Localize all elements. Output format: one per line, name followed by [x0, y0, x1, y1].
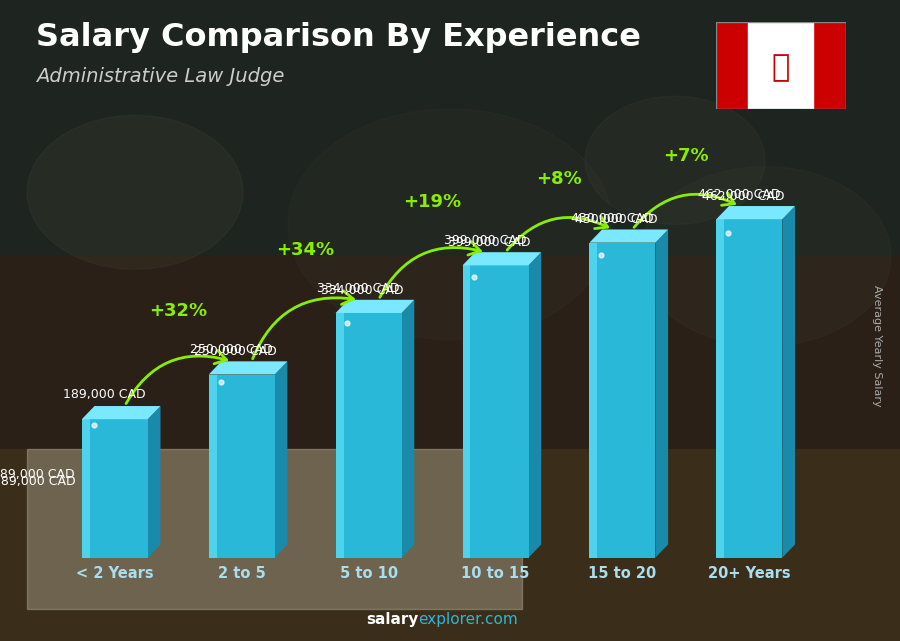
Text: +19%: +19%: [403, 193, 461, 211]
Text: 189,000 CAD: 189,000 CAD: [63, 388, 146, 401]
Text: salary: salary: [366, 612, 418, 627]
Bar: [209, 374, 274, 558]
Text: 🍁: 🍁: [771, 53, 790, 82]
Text: 462,000 CAD: 462,000 CAD: [702, 190, 784, 203]
Text: +8%: +8%: [536, 171, 581, 188]
Text: 250,000 CAD: 250,000 CAD: [190, 344, 273, 356]
Bar: [463, 265, 471, 558]
FancyArrowPatch shape: [634, 193, 734, 228]
Circle shape: [288, 109, 612, 340]
FancyArrowPatch shape: [380, 242, 481, 297]
Text: Salary Comparison By Experience: Salary Comparison By Experience: [36, 22, 641, 53]
Polygon shape: [336, 300, 414, 313]
Text: 462,000 CAD: 462,000 CAD: [698, 188, 780, 201]
Text: 399,000 CAD: 399,000 CAD: [444, 234, 526, 247]
Text: 430,000 CAD: 430,000 CAD: [575, 213, 657, 226]
Bar: [0, 449, 900, 641]
Bar: [716, 22, 748, 109]
FancyArrowPatch shape: [253, 290, 354, 359]
Polygon shape: [655, 229, 668, 558]
Text: +32%: +32%: [149, 303, 207, 320]
Bar: [590, 243, 655, 558]
Bar: [27, 449, 522, 609]
Text: explorer.com: explorer.com: [418, 612, 518, 627]
FancyArrowPatch shape: [508, 216, 608, 250]
Circle shape: [639, 167, 891, 346]
Bar: [748, 22, 814, 109]
Bar: [716, 219, 782, 558]
Polygon shape: [590, 229, 668, 243]
Polygon shape: [209, 362, 287, 374]
Polygon shape: [274, 362, 287, 558]
Polygon shape: [463, 252, 541, 265]
Bar: [463, 265, 528, 558]
Bar: [590, 243, 598, 558]
Text: 189,000 CAD: 189,000 CAD: [0, 468, 74, 481]
Polygon shape: [82, 406, 160, 419]
Text: 334,000 CAD: 334,000 CAD: [321, 283, 403, 297]
Text: 334,000 CAD: 334,000 CAD: [317, 282, 400, 295]
Polygon shape: [401, 300, 414, 558]
Text: +7%: +7%: [663, 147, 708, 165]
Text: 250,000 CAD: 250,000 CAD: [194, 345, 276, 358]
Polygon shape: [528, 252, 541, 558]
Bar: [814, 22, 846, 109]
Circle shape: [585, 96, 765, 224]
Bar: [336, 313, 344, 558]
Text: Average Yearly Salary: Average Yearly Salary: [872, 285, 883, 407]
Text: 189,000 CAD: 189,000 CAD: [0, 475, 76, 488]
Bar: [209, 374, 217, 558]
Bar: [716, 219, 725, 558]
Text: 430,000 CAD: 430,000 CAD: [571, 212, 653, 224]
Polygon shape: [716, 206, 795, 219]
Polygon shape: [148, 406, 160, 558]
Bar: [0, 0, 900, 256]
Text: 399,000 CAD: 399,000 CAD: [448, 236, 530, 249]
FancyArrowPatch shape: [126, 351, 227, 404]
Bar: [336, 313, 401, 558]
Text: +34%: +34%: [276, 241, 334, 259]
Circle shape: [27, 115, 243, 269]
Bar: [82, 419, 148, 558]
Text: Administrative Law Judge: Administrative Law Judge: [36, 67, 284, 87]
Bar: [0, 256, 900, 449]
Polygon shape: [782, 206, 795, 558]
Bar: [82, 419, 90, 558]
